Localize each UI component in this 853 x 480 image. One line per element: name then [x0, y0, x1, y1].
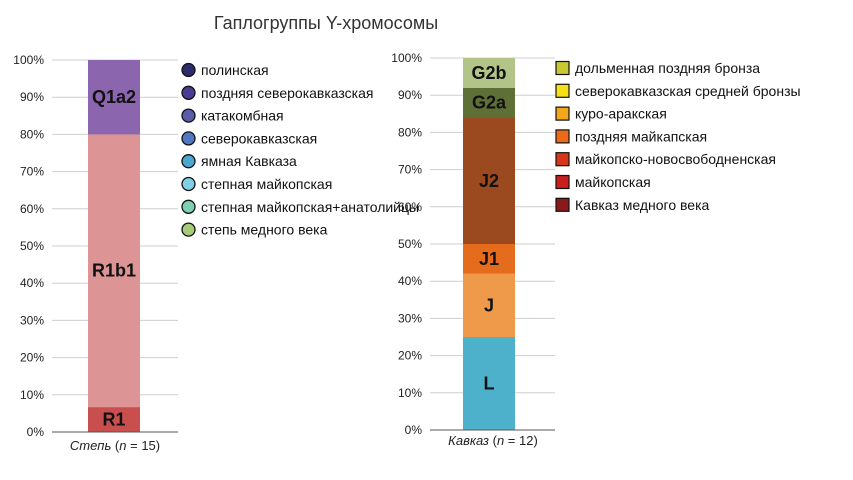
caucasus-y-tick-label: 70%	[398, 163, 422, 177]
steppe-caption: Степь (n = 15)	[70, 438, 160, 453]
caucasus-legend-swatch	[555, 174, 570, 190]
caucasus-y-tick-label: 90%	[398, 88, 422, 102]
caucasus-segment-g2b	[463, 58, 515, 88]
steppe-y-tick-label: 100%	[13, 53, 44, 67]
caucasus-segment-l	[463, 337, 515, 430]
caucasus-y-tick-label: 10%	[398, 386, 422, 400]
caucasus-legend-label: поздняя майкапская	[575, 128, 707, 144]
caucasus-y-tick-label: 50%	[398, 237, 422, 251]
caucasus-y-tick-label: 80%	[398, 125, 422, 139]
caucasus-legend-swatch	[555, 60, 570, 76]
caucasus-legend-swatch	[555, 83, 570, 98]
caucasus-segment-label: J1	[479, 249, 499, 269]
caucasus-legend-label: северокавказская средней бронзы	[575, 83, 801, 99]
caucasus-legend-swatch	[555, 152, 570, 167]
steppe-y-tick-label: 80%	[20, 127, 44, 141]
steppe-n-label: n	[119, 438, 126, 453]
steppe-y-tick-label: 0%	[27, 425, 45, 439]
caucasus-y-tick-label: 40%	[398, 274, 422, 288]
caucasus-panel: 0% 10% 20% 30% 40% 50% 60% 70% 80% 90% 100% L J J1 J2 G…	[391, 51, 800, 448]
steppe-caption-eq: =	[126, 438, 141, 453]
caucasus-category: Кавказ	[448, 433, 489, 448]
steppe-n-value: 15	[141, 438, 155, 453]
steppe-legend-label: северокавказская	[201, 130, 317, 146]
steppe-category: Степь	[70, 438, 112, 453]
caucasus-segment-label: L	[484, 374, 495, 394]
caucasus-legend-label: майкопская	[575, 174, 651, 190]
steppe-legend-label: ямная Кавказа	[201, 153, 297, 169]
steppe-caption-open: (	[111, 438, 120, 453]
caucasus-legend-label: Кавказ медного века	[575, 197, 710, 213]
steppe-y-tick-label: 70%	[20, 165, 44, 179]
steppe-segment-r1	[88, 407, 140, 432]
caucasus-legend-swatch	[555, 197, 570, 212]
caucasus-segment-j1	[463, 244, 515, 274]
steppe-legend-swatch	[181, 199, 196, 214]
steppe-legend-label: степь медного века	[201, 222, 328, 238]
caucasus-segment-label: J	[484, 295, 494, 315]
steppe-segment-q1a2	[88, 60, 140, 135]
caucasus-caption-eq: =	[504, 433, 519, 448]
steppe-segment-label: R1b1	[92, 261, 136, 281]
steppe-legend-label: степная майкопская+анатолийцы	[201, 199, 419, 215]
steppe-y-tick-label: 50%	[20, 239, 44, 253]
caucasus-segment-g2a	[463, 87, 515, 118]
steppe-legend-swatch	[181, 176, 196, 192]
steppe-y-tick-label: 60%	[20, 202, 44, 216]
caucasus-legend-label: майкопско-новосвободненская	[575, 151, 776, 167]
steppe-y-tick-label: 90%	[20, 90, 44, 104]
steppe-panel: 0% 10% 20% 30% 40% 50% 60% 70% 80% 90% 100% R1 R1b1 Q…	[13, 53, 419, 453]
caucasus-y-tick-label: 30%	[398, 311, 422, 325]
caucasus-segment-label: J2	[479, 171, 499, 191]
caucasus-segment-label: G2b	[471, 63, 506, 83]
caucasus-y-tick-label: 20%	[398, 349, 422, 363]
caucasus-caption-close: )	[533, 433, 537, 448]
steppe-segment-label: R1	[102, 410, 125, 430]
caucasus-legend-swatch	[555, 106, 570, 121]
caucasus-legend-swatch	[555, 129, 570, 144]
steppe-legend-label: полинская	[201, 62, 269, 78]
steppe-y-tick-label: 40%	[20, 276, 44, 290]
steppe-legend-swatch	[181, 131, 196, 146]
steppe-legend-swatch	[181, 85, 196, 100]
steppe-legend-label: катакомбная	[201, 108, 284, 124]
steppe-segment-label: Q1a2	[92, 87, 136, 107]
caucasus-caption: Кавказ (n = 12)	[448, 433, 538, 448]
steppe-caption-close: )	[156, 438, 160, 453]
steppe-legend-label: поздняя северокавказская	[201, 85, 373, 101]
caucasus-n-label: n	[497, 433, 504, 448]
steppe-y-tick-label: 30%	[20, 313, 44, 327]
steppe-legend-swatch	[181, 62, 196, 78]
caucasus-y-tick-label: 0%	[405, 423, 423, 437]
steppe-legend-swatch	[181, 222, 196, 237]
steppe-legend-swatch	[181, 154, 196, 169]
steppe-legend-swatch	[181, 108, 196, 123]
caucasus-n-value: 12	[519, 433, 533, 448]
caucasus-caption-open: (	[489, 433, 498, 448]
steppe-y-tick-label: 10%	[20, 388, 44, 402]
caucasus-y-tick-label: 100%	[391, 51, 422, 65]
caucasus-segment-j	[463, 273, 515, 337]
caucasus-segment-j2	[463, 117, 515, 244]
caucasus-legend-label: дольменная поздняя бронза	[575, 60, 760, 76]
steppe-y-tick-label: 20%	[20, 351, 44, 365]
caucasus-segment-label: G2a	[472, 93, 507, 113]
caucasus-legend-label: куро-аракская	[575, 106, 667, 122]
steppe-segment-r1b1	[88, 134, 140, 408]
caucasus-y-tick-label: 60%	[398, 200, 422, 214]
chart-title: Гаплогруппы Y-хромосомы	[214, 13, 438, 33]
steppe-legend-label: степная майкопская	[201, 176, 332, 192]
